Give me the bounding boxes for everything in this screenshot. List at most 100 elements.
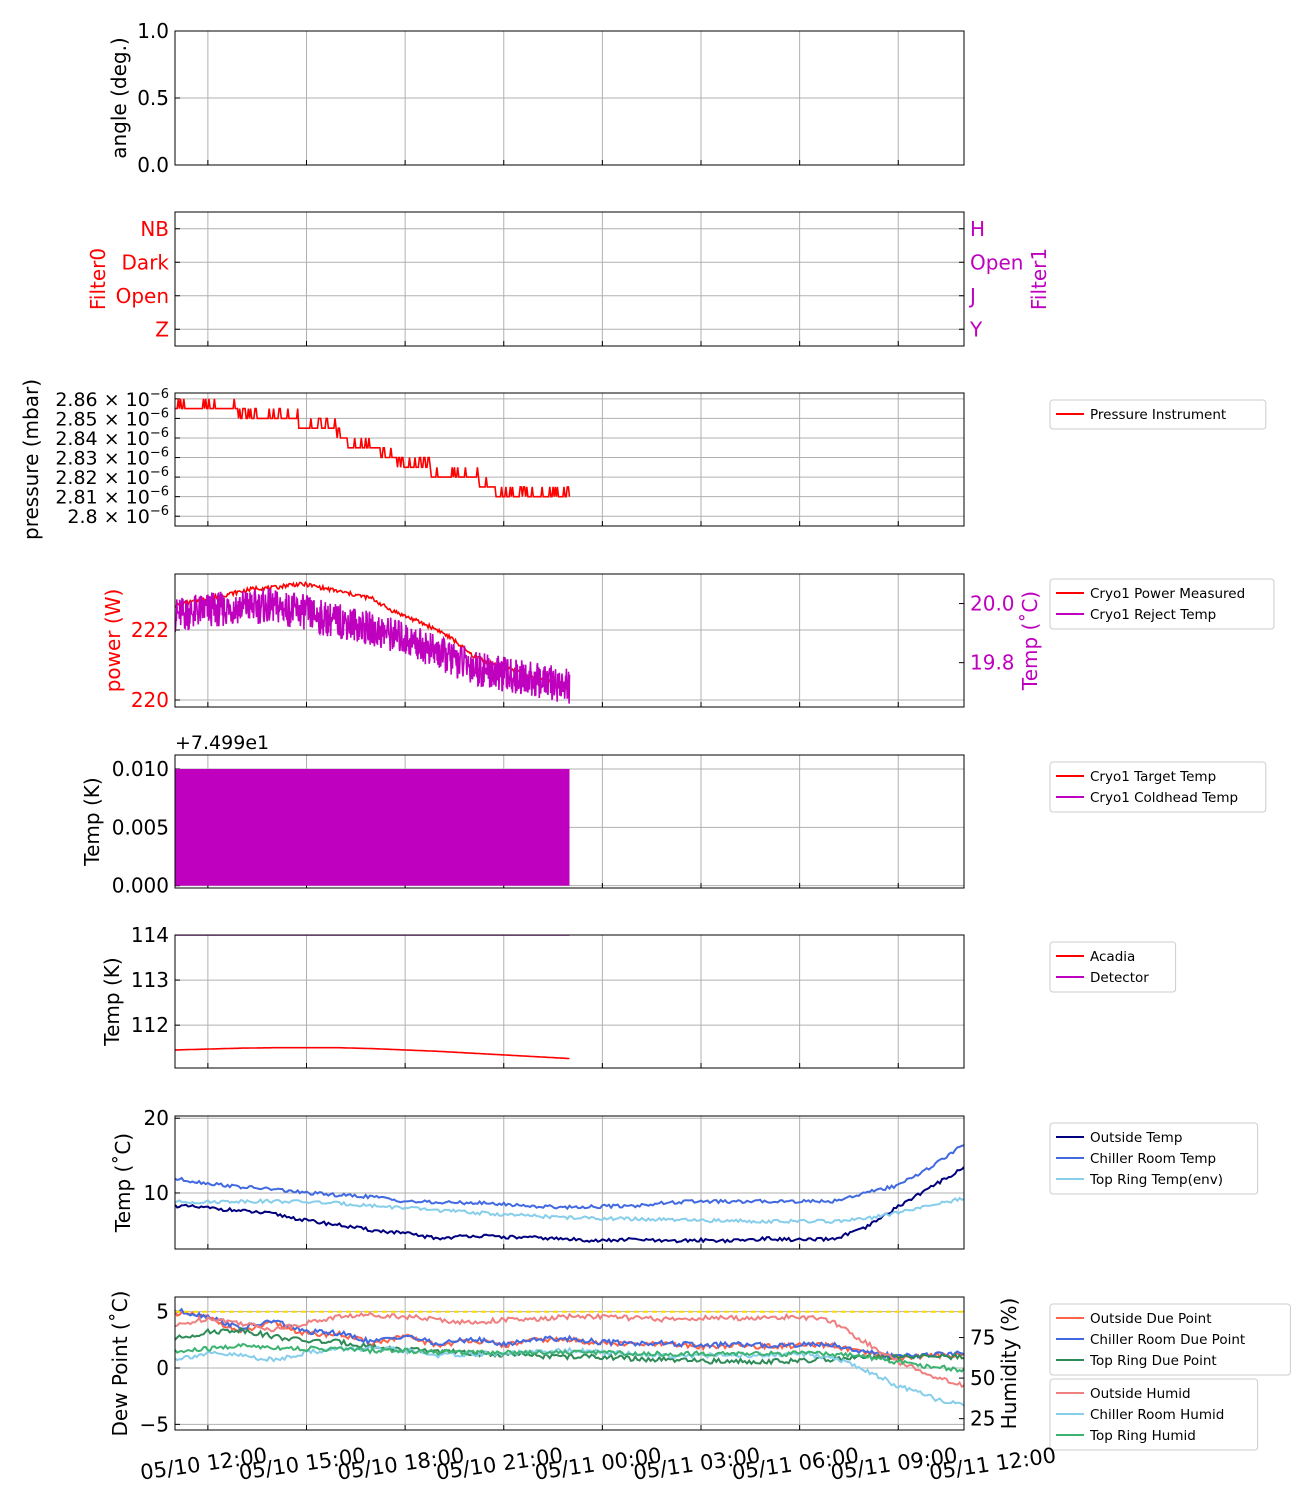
y-tick-label: 2.82 × 10−6 — [55, 465, 169, 489]
y-tick-label: 0.0 — [137, 153, 169, 177]
offset-label: +7.499e1 — [175, 732, 269, 754]
y-tick-label-right: Open — [970, 250, 1023, 274]
series-line-cryo1-reject-temp — [175, 587, 571, 704]
series-group — [175, 1144, 964, 1244]
panel-6: 112 113 114 Temp (K) Acadia Detector — [100, 923, 1177, 1069]
legend-label: Chiller Room Due Point — [1090, 1332, 1245, 1348]
panel-4: 220 222 19.8 20.0 power (W) Temp (˚C) Cryo1 Po… — [101, 573, 1275, 712]
y-tick-label-right: 25 — [970, 1407, 995, 1431]
series-group — [175, 935, 570, 1060]
panel-8: −5 0 5 25 50 75 Dew Point (˚C) Humidity (%) Outs… — [108, 1290, 1291, 1451]
plot-frame — [174, 754, 965, 889]
series-line-outside-due-point — [175, 1310, 964, 1361]
y-tick-label: 0.005 — [112, 815, 169, 839]
series-line-outside-temp — [175, 1166, 964, 1244]
plot-frame — [174, 573, 965, 708]
plot-frame — [174, 934, 965, 1069]
y-tick-label: 1.0 — [137, 19, 169, 43]
series-group — [175, 398, 571, 498]
y-tick-label: 0 — [156, 1356, 169, 1380]
legend-label: Acadia — [1090, 949, 1135, 965]
legend-label: Top Ring Temp(env) — [1089, 1172, 1223, 1188]
y-tick-label: 0.000 — [112, 874, 169, 898]
y-axis-label: Temp (K) — [80, 777, 104, 866]
y-tick-label: 2.86 × 10−6 — [55, 387, 169, 411]
legend-label: Outside Due Point — [1090, 1311, 1212, 1327]
y-tick-label: Z — [155, 317, 169, 341]
legend-label: Cryo1 Power Measured — [1090, 586, 1245, 602]
y-tick-label-right: J — [968, 284, 976, 308]
legend: Cryo1 Power Measured Cryo1 Reject Temp — [1049, 578, 1275, 630]
series-band-coldhead — [175, 769, 570, 886]
series-line-chiller-room-due-point — [175, 1307, 964, 1361]
y-tick-label: 112 — [131, 1013, 169, 1037]
legend-box — [1049, 941, 1177, 993]
y-tick-label: 0.5 — [137, 86, 169, 110]
legend-label: Cryo1 Coldhead Temp — [1090, 790, 1238, 806]
y-tick-label: −5 — [140, 1412, 169, 1436]
y-axis-label: Temp (˚C) — [111, 1133, 135, 1233]
y-tick-label: 20 — [144, 1106, 169, 1130]
y-tick-label-right: 20.0 — [970, 592, 1015, 616]
series-line-pressure-instrument — [175, 398, 571, 498]
series-line-top-ring-humid — [175, 1342, 964, 1373]
legend-box — [1049, 761, 1267, 813]
y-tick-label: Dark — [122, 250, 170, 274]
y-axis-label: Filter0 — [86, 248, 110, 310]
legend-label: Cryo1 Reject Temp — [1090, 607, 1216, 623]
legend: Acadia Detector — [1049, 941, 1177, 993]
y-tick-label: 222 — [131, 618, 169, 642]
y-tick-label: 113 — [131, 968, 169, 992]
series-line-acadia — [175, 1046, 570, 1060]
y-axis-label: angle (deg.) — [107, 37, 131, 159]
legend: Cryo1 Target Temp Cryo1 Coldhead Temp — [1049, 761, 1267, 813]
y-tick-label: Open — [116, 284, 169, 308]
legend-label: Cryo1 Target Temp — [1090, 769, 1216, 785]
legend-label: Chiller Room Temp — [1090, 1151, 1216, 1167]
y-axis-label-right: Humidity (%) — [997, 1298, 1021, 1430]
plot-frame — [174, 1115, 965, 1250]
legend: Outside Temp Chiller Room Temp Top Ring Te… — [1049, 1122, 1259, 1195]
panel-2: Z Open Dark NB YJ Open H Filter0 Filter1 — [86, 211, 1051, 347]
legend-label: Top Ring Humid — [1089, 1428, 1196, 1444]
plot-frame — [174, 392, 965, 527]
y-axis-label: Temp (K) — [100, 957, 124, 1046]
y-axis-label: power (W) — [101, 589, 125, 693]
series-group — [175, 1307, 964, 1407]
legend-box — [1049, 399, 1267, 430]
legend-box — [1049, 1378, 1259, 1451]
y-tick-label: 2.8 × 10−6 — [67, 504, 169, 528]
panel-7: 10 20 Temp (˚C) Outside Temp Chiller Room Te… — [111, 1106, 1259, 1250]
legend-label: Pressure Instrument — [1090, 407, 1226, 423]
legend-label: Outside Humid — [1090, 1386, 1191, 1402]
y-tick-label: 2.84 × 10−6 — [55, 426, 169, 450]
series-line-top-ring-temp-env- — [175, 1196, 964, 1225]
y-tick-label-right: 19.8 — [970, 651, 1015, 675]
y-tick-label: 2.85 × 10−6 — [55, 406, 169, 430]
y-axis-label-right: Filter1 — [1027, 248, 1051, 310]
legend-box — [1049, 578, 1275, 630]
y-axis-label-right: Temp (˚C) — [1018, 591, 1042, 691]
legend-box — [1049, 1303, 1291, 1376]
y-tick-label: 5 — [156, 1300, 169, 1324]
y-tick-label: 220 — [131, 688, 169, 712]
legend-box — [1049, 1122, 1259, 1195]
series-group — [175, 580, 571, 704]
legend: Pressure Instrument — [1049, 399, 1267, 430]
y-tick-label: 0.010 — [112, 757, 169, 781]
y-tick-label: 2.83 × 10−6 — [55, 446, 169, 470]
panel-5: 0.000 0.005 0.010 Temp (K) +7.499e1 Cryo1 Tar… — [80, 732, 1267, 898]
y-axis-label: pressure (mbar) — [19, 379, 43, 540]
y-tick-label-right: Y — [969, 317, 983, 341]
legend-label: Top Ring Due Point — [1089, 1353, 1217, 1369]
series-line-chiller-room-temp — [175, 1144, 964, 1211]
series-line-outside-humid — [175, 1311, 964, 1389]
y-tick-label-right: H — [970, 217, 985, 241]
legend: Outside Due Point Chiller Room Due Point T… — [1049, 1303, 1291, 1451]
legend-label: Chiller Room Humid — [1090, 1407, 1224, 1423]
plot-frame — [174, 1296, 965, 1431]
series-group — [175, 769, 570, 886]
plot-frame — [174, 211, 965, 347]
